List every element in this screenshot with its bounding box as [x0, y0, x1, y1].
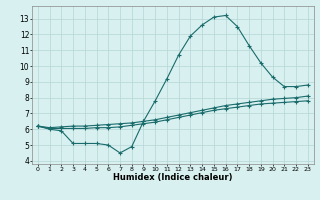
X-axis label: Humidex (Indice chaleur): Humidex (Indice chaleur): [113, 173, 233, 182]
